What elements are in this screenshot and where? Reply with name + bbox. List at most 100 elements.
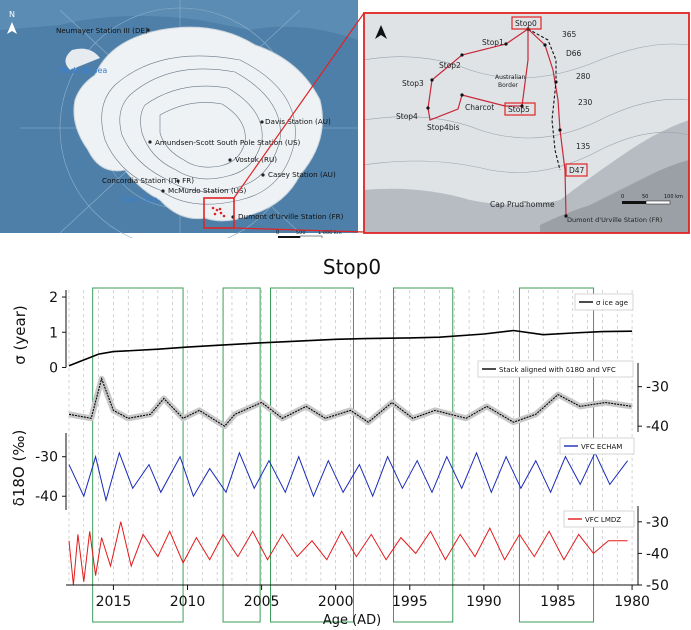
- legend-box: [574, 293, 634, 311]
- series-line-sigma: [68, 329, 633, 367]
- svg-text:0: 0: [621, 194, 624, 200]
- stop-label: Stop1: [482, 38, 504, 47]
- stop-label: Stop5: [508, 105, 530, 114]
- legend-box: [477, 360, 634, 378]
- highlight-window: [92, 287, 184, 623]
- x-tick-label: 2015: [96, 594, 132, 610]
- legend-box: [563, 510, 635, 528]
- x-tick-label: 2005: [244, 594, 280, 610]
- y-tick-label: 2: [49, 290, 58, 306]
- stop-label: Dumont d'Urville Station (FR): [567, 216, 662, 224]
- svg-text:N: N: [9, 10, 15, 19]
- station-label: Concordia Station (IT, FR): [102, 176, 194, 185]
- left-map: N Neumayer Station III (DE) Davis Statio…: [0, 0, 358, 238]
- inset-frame: [363, 12, 690, 234]
- x-tick-label: 1990: [466, 594, 502, 610]
- series-layer: [68, 329, 633, 586]
- y-tick-label: -30: [35, 450, 58, 466]
- peninsula: [65, 48, 100, 70]
- axes-layer: 0 1 2 -40 -30 -40 -30 -50 -40 -30 2015 2010 2005 2000…: [35, 290, 669, 610]
- station-label: Casey Station (AU): [268, 170, 336, 179]
- stop-label: Stop4bis: [427, 123, 460, 132]
- stop-label: 280: [576, 72, 591, 81]
- y-tick-label: -40: [646, 419, 669, 435]
- north-arrow-icon: [375, 25, 387, 39]
- y-tick-label: -40: [35, 489, 58, 505]
- right-scale-bar: 0 50 100 km: [621, 194, 683, 205]
- station-label: Dumont d'Urville Station (FR): [238, 212, 344, 221]
- svg-text:100 km: 100 km: [664, 194, 683, 200]
- y-tick-label: 1: [49, 325, 58, 341]
- y-tick-label: -40: [646, 546, 669, 562]
- route-points: [426, 27, 568, 218]
- legend-label: σ ice age: [596, 299, 628, 307]
- x-tick-label: 1985: [540, 594, 576, 610]
- station-label: McMurdo Station (US): [168, 186, 246, 195]
- stop-label: D66: [566, 49, 582, 58]
- inset-contours: [363, 43, 690, 173]
- legend-label: VFC LMDZ: [585, 516, 621, 524]
- station-label: Vostok (RU): [235, 155, 277, 164]
- x-tick-label: 2010: [170, 594, 206, 610]
- uncertainty-band: [68, 375, 633, 430]
- svg-text:500: 500: [296, 230, 306, 236]
- svg-text:50: 50: [642, 194, 648, 200]
- legend-layer: σ ice age Stack aligned with δ18O and VFC…: [477, 293, 635, 528]
- coast-terrain: [540, 160, 689, 233]
- stop-label: Australian: [495, 74, 526, 81]
- sea-label: Ross Sea: [122, 195, 158, 204]
- stop-label: 230: [578, 98, 593, 107]
- stop-label: Cap Prud'homme: [490, 200, 555, 209]
- svg-text:1 000 km: 1 000 km: [318, 230, 342, 236]
- sea-label: Weddell Sea: [58, 66, 107, 75]
- series-line-lmdz: [68, 521, 628, 586]
- north-arrow-icon: N: [7, 10, 17, 34]
- stop-label: Stop0: [515, 19, 537, 28]
- x-tick-label: 1980: [614, 594, 650, 610]
- stop0-chart: Stop0 0 1 2 -40 -30 -40 -30 -50 -40 -30 2015 2010 20…: [10, 255, 669, 628]
- stop-label: 365: [562, 30, 577, 39]
- highlight-windows: [92, 287, 595, 623]
- station-labels: Neumayer Station III (DE) Davis Station …: [56, 26, 344, 221]
- x-axis-label: Age (AD): [323, 613, 381, 628]
- stop-label: Border: [498, 82, 519, 89]
- y-tick-label: -30: [646, 380, 669, 396]
- series-line-echam: [68, 451, 628, 503]
- stop-label: 135: [576, 142, 591, 151]
- highlight-window: [269, 287, 354, 623]
- stop-label: Charcot: [465, 103, 494, 112]
- station-label: Davis Station (AU): [265, 117, 331, 126]
- series-line-stack: [68, 376, 633, 427]
- stop-label: Stop2: [439, 61, 461, 70]
- y-tick-label: -50: [646, 578, 669, 594]
- right-map: Stop0 365 Stop1 D66 Stop2 Australian Bor…: [363, 12, 690, 234]
- svg-text:0: 0: [276, 230, 279, 236]
- sigma-axis-label: σ (year): [11, 305, 29, 364]
- stop-label: Stop3: [402, 79, 424, 88]
- y-tick-label: 0: [49, 360, 58, 376]
- highlight-window: [392, 287, 454, 623]
- study-area-box: [203, 197, 235, 229]
- d18o-axis-label: δ18O (‰): [10, 430, 28, 507]
- maps-panel: N Neumayer Station III (DE) Davis Statio…: [0, 0, 690, 238]
- ocean-shade: [0, 0, 358, 40]
- zoom-connector: [233, 227, 365, 233]
- highlight-window: [518, 287, 595, 623]
- zoom-connector: [233, 12, 365, 199]
- stop-labels: Stop0 365 Stop1 D66 Stop2 Australian Bor…: [396, 16, 662, 224]
- legend-box: [559, 437, 635, 455]
- antarctica-landmass: [73, 26, 323, 222]
- legend-label: Stack aligned with δ18O and VFC: [499, 366, 616, 374]
- chart-title: Stop0: [323, 255, 381, 279]
- traverse-route: [427, 28, 529, 121]
- x-tick-label: 1995: [392, 594, 428, 610]
- left-scale-bar: 0 500 1 000 km: [276, 230, 342, 238]
- station-label: Amundsen-Scott South Pole Station (US): [155, 138, 301, 147]
- x-tick-label: 2000: [318, 594, 354, 610]
- stop-label: Stop4: [396, 112, 418, 121]
- highlight-window: [222, 287, 261, 623]
- stop-label: D47: [569, 166, 585, 175]
- legend-label: VFC ECHAM: [581, 443, 622, 451]
- station-label: Neumayer Station III (DE): [56, 26, 148, 35]
- y-tick-label: -30: [646, 515, 669, 531]
